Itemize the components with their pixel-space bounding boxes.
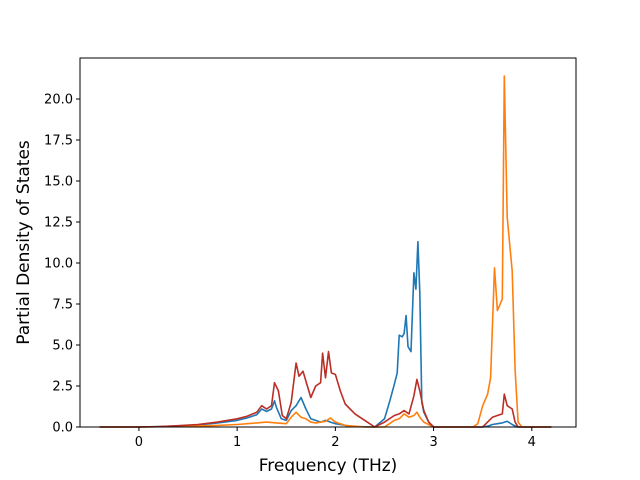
y-axis-label: Partial Density of States (14, 140, 34, 345)
x-tick-label: 1 (233, 435, 241, 450)
y-tick-label: 7.5 (52, 298, 73, 313)
y-tick-label: 10.0 (44, 257, 73, 272)
x-tick-label: 4 (528, 435, 536, 450)
series-line-2 (99, 75, 552, 428)
y-tick-label: 15.0 (44, 175, 73, 190)
plot-frame (79, 57, 577, 428)
y-tick-label: 12.5 (44, 216, 73, 231)
y-tick-label: 0.0 (52, 421, 73, 436)
x-axis-ticks: 0 1 2 3 4 (135, 427, 536, 450)
y-tick-label: 17.5 (44, 134, 73, 149)
x-axis-label: Frequency (THz) (259, 456, 398, 476)
y-tick-label: 2.5 (52, 380, 73, 395)
x-tick-label: 2 (331, 435, 339, 450)
y-tick-label: 5.0 (52, 339, 73, 354)
series-line-3 (99, 350, 552, 428)
y-tick-label: 20.0 (44, 93, 73, 108)
x-tick-label: 0 (135, 435, 143, 450)
y-axis-ticks: 0.0 2.5 5.0 7.5 10.0 12.5 15.0 17.5 20.0 (44, 93, 80, 436)
x-tick-label: 3 (429, 435, 437, 450)
